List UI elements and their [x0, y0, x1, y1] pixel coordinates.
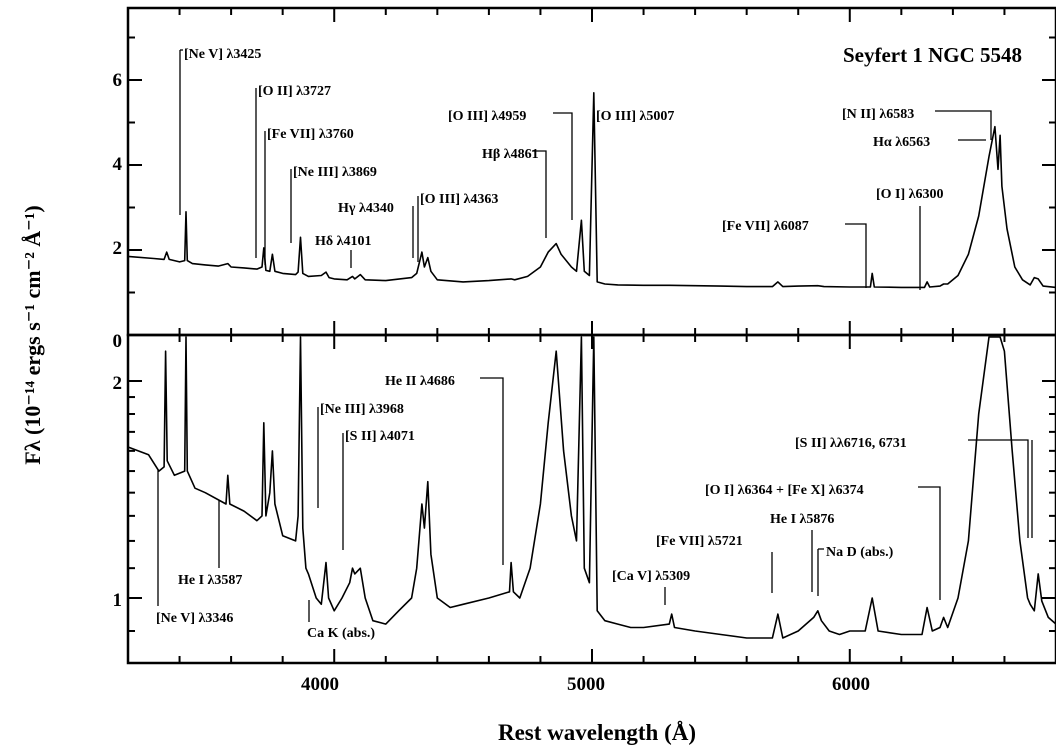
y-tick-label-bottom-2: 2 [113, 373, 123, 394]
annotation-oiii-4363: [O III] λ4363 [420, 192, 498, 207]
annotation-oiii-5007: [O III] λ5007 [596, 109, 674, 124]
top-spectrum-line [127, 92, 1056, 289]
annotation-oi-6364: [O I] λ6364 + [Fe X] λ6374 [705, 483, 864, 498]
x-tick-label-4000: 4000 [301, 674, 339, 695]
y-tick-label-bottom-1: 1 [113, 590, 123, 611]
x-tick-label-5000: 5000 [567, 674, 605, 695]
annotation-fevii-3760: [Fe VII] λ3760 [267, 127, 354, 142]
annotation-oii-3727: [O II] λ3727 [258, 84, 331, 99]
annotation-cak-abs: Ca K (abs.) [307, 626, 375, 641]
annotation-neiii-3968: [Ne III] λ3968 [320, 402, 404, 417]
annotation-sii-6716: [S II] λλ6716, 6731 [795, 436, 907, 451]
x-tick-label-6000: 6000 [832, 674, 870, 695]
annotation-nii-6583: [N II] λ6583 [842, 107, 914, 122]
y-axis-label: Fλ (10⁻¹⁴ ergs s⁻¹ cm⁻² Å⁻¹) [20, 205, 45, 464]
annotation-nad-abs: Na D (abs.) [826, 545, 894, 560]
annotation-hgamma-4340: Hγ λ4340 [338, 201, 394, 216]
annotation-hbeta-4861: Hβ λ4861 [482, 147, 539, 162]
chart-title: Seyfert 1 NGC 5548 [843, 43, 1022, 67]
annotation-hei-3587: He I λ3587 [178, 573, 242, 588]
annotation-fevii-5721: [Fe VII] λ5721 [656, 534, 743, 549]
annotation-fevii-6087: [Fe VII] λ6087 [722, 219, 809, 234]
bottom-spectrum-line [127, 336, 1056, 639]
annotation-nev-3346: [Ne V] λ3346 [156, 611, 233, 626]
top-annotations: [Ne V] λ3425 [O II] λ3727 [Fe VII] λ3760… [179, 47, 992, 290]
annotation-nev-3425: [Ne V] λ3425 [184, 47, 261, 62]
annotation-heii-4686: He II λ4686 [385, 374, 455, 389]
annotation-neiii-3869: [Ne III] λ3869 [293, 165, 377, 180]
annotation-oi-6300: [O I] λ6300 [876, 187, 944, 202]
annotation-cav-5309: [Ca V] λ5309 [612, 569, 690, 584]
annotation-halpha-6563: Hα λ6563 [873, 135, 930, 150]
x-axis-label: Rest wavelength (Å) [498, 720, 696, 745]
y-tick-label-top-2: 2 [113, 238, 123, 259]
annotation-hei-5876: He I λ5876 [770, 512, 834, 527]
annotation-hdelta-4101: Hδ λ4101 [315, 234, 372, 249]
annotation-sii-4071: [S II] λ4071 [345, 429, 415, 444]
y-tick-label-top-4: 4 [113, 154, 123, 175]
bottom-annotations: He II λ4686 [Ne III] λ3968 [S II] λ4071 … [156, 374, 1033, 641]
y-tick-label-top-6: 6 [113, 70, 123, 91]
tick-marks [128, 8, 1056, 663]
y-tick-label-top-0: 0 [113, 331, 123, 352]
annotation-oiii-4959: [O III] λ4959 [448, 109, 526, 124]
